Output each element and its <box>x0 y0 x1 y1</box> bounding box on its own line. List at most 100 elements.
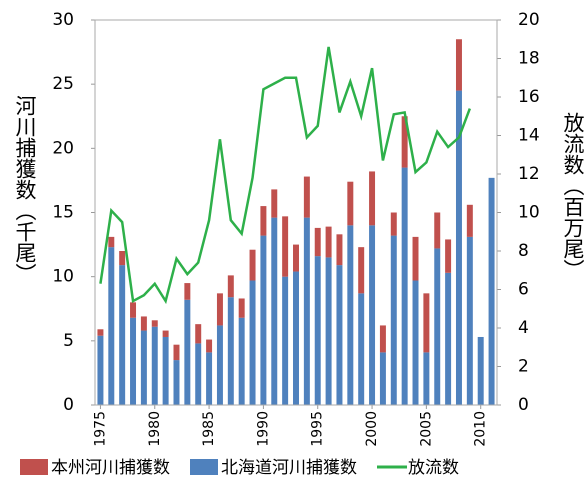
bar <box>227 275 234 298</box>
bar <box>216 293 223 326</box>
bar <box>108 236 115 248</box>
bar <box>455 39 462 91</box>
bar <box>173 360 180 405</box>
y2-tick-label: 16 <box>518 87 540 107</box>
bar <box>227 297 234 405</box>
y-tick-label: 5 <box>63 331 74 351</box>
bar <box>206 352 213 405</box>
bar <box>314 256 321 405</box>
bar <box>369 171 376 226</box>
y-tick-label: 25 <box>52 74 74 94</box>
bar <box>325 257 332 405</box>
bar <box>162 330 169 337</box>
x-tick-label: 1990 <box>255 411 271 447</box>
x-tick-label: 2010 <box>473 411 489 447</box>
bar <box>271 217 278 405</box>
bar <box>488 177 495 405</box>
bar <box>358 293 365 405</box>
bar <box>162 336 169 405</box>
x-tick-label: 2005 <box>418 411 434 447</box>
y-tick-label: 10 <box>52 267 74 287</box>
bar <box>282 216 289 277</box>
legend-label: 北海道河川捕獲数 <box>221 458 357 478</box>
bar <box>412 236 419 281</box>
y2-tick-label: 14 <box>518 126 540 146</box>
bar <box>303 217 310 405</box>
legend-swatch <box>20 459 48 475</box>
x-tick-label: 1980 <box>147 411 163 447</box>
bar <box>151 326 158 405</box>
x-tick-label: 1995 <box>310 411 326 447</box>
line-series <box>99 46 472 305</box>
bar <box>195 343 202 405</box>
legend-label: 放流数 <box>408 458 459 478</box>
bar <box>347 181 354 226</box>
bar <box>119 265 126 405</box>
bar <box>477 336 484 405</box>
y2-tick-label: 4 <box>518 318 529 338</box>
y-tick-label: 30 <box>52 10 74 30</box>
legend-label: 本州河川捕獲数 <box>51 458 170 478</box>
bar <box>260 206 267 236</box>
bar <box>445 239 452 273</box>
y2-axis-label: 放流数（百万尾） <box>561 112 585 280</box>
bar <box>195 324 202 344</box>
bar <box>206 339 213 353</box>
bar <box>369 225 376 405</box>
y2-tick-label: 8 <box>518 241 529 261</box>
bar <box>455 90 462 405</box>
bar <box>173 344 180 361</box>
bar <box>325 226 332 258</box>
bar <box>238 298 245 318</box>
bar <box>249 280 256 405</box>
bar <box>184 283 191 300</box>
y-tick-label: 20 <box>52 138 74 158</box>
legend-swatch <box>190 459 218 475</box>
bar <box>303 176 310 218</box>
bar <box>390 235 397 405</box>
y2-tick-label: 6 <box>518 280 529 300</box>
x-tick-label: 1985 <box>201 411 217 447</box>
y2-tick-label: 20 <box>518 10 540 30</box>
bar <box>151 320 158 327</box>
y-tick-label: 15 <box>52 203 74 223</box>
bar <box>97 335 104 405</box>
bar <box>347 225 354 405</box>
bar <box>130 302 137 318</box>
bar <box>434 248 441 405</box>
y-tick-label: 0 <box>63 395 74 415</box>
bar <box>216 325 223 405</box>
bar <box>434 212 441 249</box>
bar <box>379 352 386 405</box>
bar <box>379 325 386 353</box>
y2-tick-label: 12 <box>518 164 540 184</box>
bar <box>293 244 299 272</box>
bar <box>466 204 473 237</box>
y2-tick-label: 0 <box>518 395 529 415</box>
bar <box>260 235 267 405</box>
bar <box>282 276 289 405</box>
bar <box>108 247 115 405</box>
y2-tick-label: 18 <box>518 49 540 69</box>
bar <box>401 167 408 405</box>
bar <box>130 317 137 405</box>
bar <box>423 352 430 405</box>
bar <box>466 236 473 405</box>
bar <box>140 330 147 405</box>
bar <box>336 234 343 266</box>
bar <box>119 251 126 266</box>
bar <box>336 265 343 405</box>
bar <box>412 280 419 405</box>
bar <box>249 249 256 281</box>
bar <box>271 189 278 218</box>
bar <box>314 227 321 257</box>
bar <box>390 212 397 236</box>
bar <box>423 293 430 353</box>
bar <box>293 271 299 405</box>
bar <box>97 329 104 336</box>
bar <box>184 299 191 405</box>
bar <box>140 316 147 331</box>
plot-frame <box>94 19 498 406</box>
bar <box>238 317 245 405</box>
